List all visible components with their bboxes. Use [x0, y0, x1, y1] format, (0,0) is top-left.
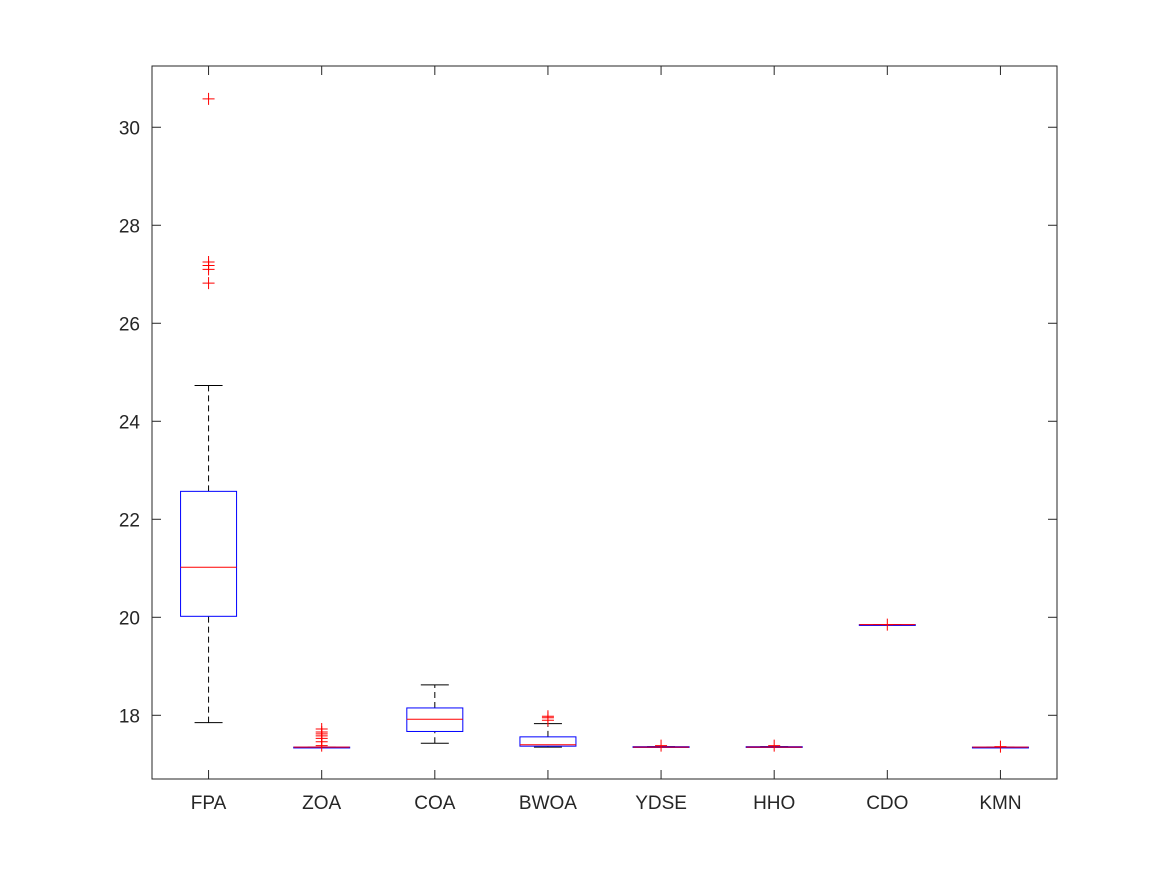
box-group-bwoa — [519, 710, 577, 748]
outlier-marker — [315, 739, 328, 752]
x-tick-label-coa: COA — [414, 793, 456, 814]
iqr-box — [180, 490, 238, 617]
y-tick-label: 18 — [119, 706, 140, 727]
box-group-kmn — [971, 740, 1029, 753]
outlier-marker — [202, 277, 215, 290]
y-tick-label: 28 — [119, 216, 140, 237]
x-tick-label-cdo: CDO — [866, 793, 908, 814]
x-tick-label-kmn: KMN — [979, 793, 1021, 814]
x-tick-label-ydse: YDSE — [635, 793, 687, 814]
box-group-coa — [406, 684, 464, 744]
outlier-marker — [541, 714, 554, 727]
y-tick-label: 26 — [119, 314, 140, 335]
iqr-box — [519, 736, 577, 747]
y-tick-label: 24 — [119, 412, 141, 433]
box-group-ydse — [632, 739, 690, 752]
outlier-marker — [768, 739, 781, 752]
box-group-cdo — [858, 618, 916, 631]
outlier-marker — [655, 739, 668, 752]
outlier-marker — [994, 740, 1007, 753]
outlier-marker — [202, 263, 215, 276]
axes-frame — [151, 65, 1058, 780]
plot-area — [180, 92, 1029, 753]
y-tick-label: 20 — [119, 608, 140, 629]
box-group-zoa — [293, 723, 351, 752]
outlier-marker — [881, 618, 894, 631]
x-tick-label-hho: HHO — [753, 793, 795, 814]
box-group-fpa — [180, 92, 238, 724]
axes: 18 20 22 24 26 28 30 FPA ZOA COA BWOA YDSE HHO CDO KMN — [119, 65, 1058, 814]
box-group-hho — [745, 739, 803, 752]
outlier-marker — [202, 92, 215, 105]
y-tick-label: 22 — [119, 510, 140, 531]
y-tick-label: 30 — [119, 118, 140, 139]
x-tick-label-fpa: FPA — [191, 793, 227, 814]
x-tick-label-bwoa: BWOA — [519, 793, 577, 814]
x-tick-label-zoa: ZOA — [302, 793, 341, 814]
